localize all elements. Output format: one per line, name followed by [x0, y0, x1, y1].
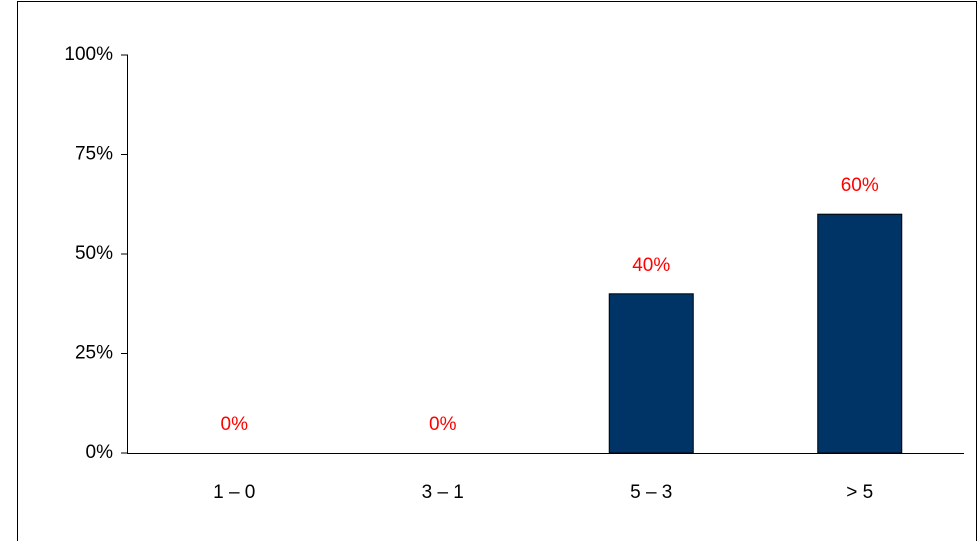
y-tick-label: 25% [75, 343, 113, 364]
value-label: 60% [841, 175, 879, 196]
x-tick-label: 5 – 3 [630, 482, 672, 503]
y-tick-label: 100% [64, 44, 113, 65]
y-tick-label: 50% [75, 243, 113, 264]
x-tick-label: > 5 [846, 482, 873, 503]
value-label: 40% [632, 255, 670, 276]
bar [608, 293, 694, 454]
bar [817, 213, 903, 454]
value-label: 0% [221, 414, 249, 435]
x-tick-label: 1 – 0 [213, 482, 255, 503]
frame [17, 1, 977, 541]
y-tick-label: 0% [86, 442, 114, 463]
y-tick-label: 75% [75, 144, 113, 165]
x-tick-label: 3 – 1 [422, 482, 464, 503]
value-label: 0% [429, 414, 457, 435]
